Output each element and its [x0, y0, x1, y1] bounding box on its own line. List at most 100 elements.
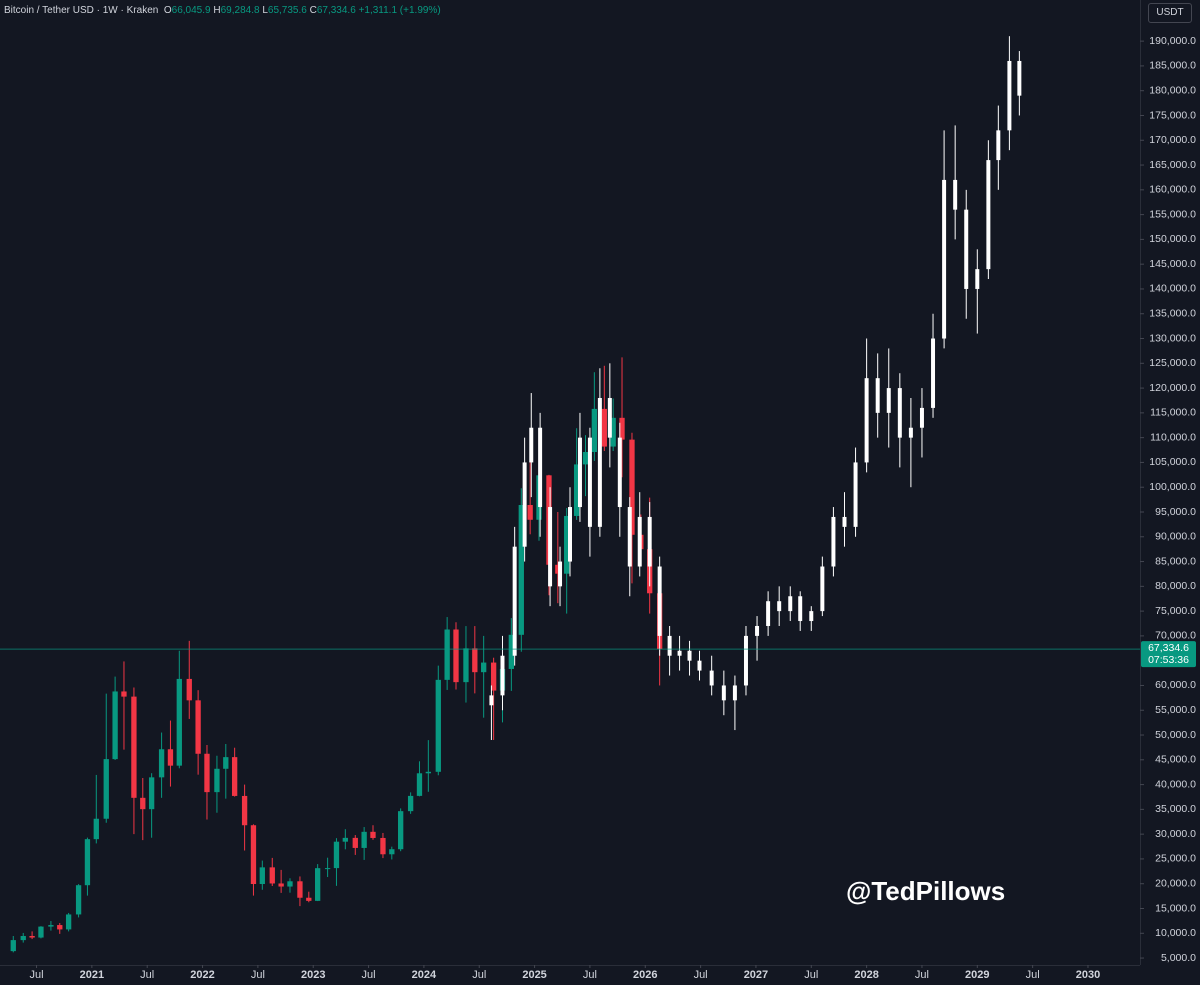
candle-body	[732, 685, 737, 701]
candle-body	[489, 695, 494, 706]
candle-body	[361, 831, 367, 848]
candle-body	[721, 685, 726, 701]
candle-body	[996, 130, 1001, 161]
candle-body	[121, 691, 127, 697]
candle-body	[352, 837, 358, 848]
candle-body	[508, 634, 514, 669]
candle-body	[223, 757, 229, 769]
candle-body	[186, 678, 192, 701]
candle-body	[214, 768, 220, 793]
candle-body	[766, 601, 771, 626]
x-tick-label: Jul	[804, 969, 818, 981]
candle-body	[259, 867, 265, 885]
candle-body	[875, 378, 880, 413]
candle-body	[601, 408, 607, 447]
y-tick-label: 75,000.0	[1155, 605, 1196, 617]
candle-body	[472, 648, 478, 673]
ohlc-value: 65,735.6	[267, 5, 307, 16]
candle-body	[75, 885, 82, 915]
y-tick-label: 190,000.0	[1149, 35, 1196, 47]
candle-body	[831, 516, 836, 567]
candle-body	[610, 417, 616, 447]
y-tick-label: 115,000.0	[1150, 407, 1196, 419]
y-tick-label: 170,000.0	[1149, 134, 1196, 146]
y-tick-label: 155,000.0	[1149, 208, 1196, 220]
candle-body	[490, 662, 497, 691]
candle-body	[10, 940, 16, 952]
candle-body	[919, 407, 924, 428]
candle-body	[743, 635, 748, 686]
x-tick-label: 2028	[854, 969, 878, 981]
y-tick-label: 55,000.0	[1155, 704, 1196, 716]
candle-body	[558, 561, 563, 587]
candle-body	[522, 462, 527, 547]
candle-body	[407, 795, 414, 812]
candle-body	[38, 926, 44, 938]
y-tick-label: 110,000.0	[1150, 431, 1196, 443]
candle-body	[886, 388, 891, 413]
x-tick-label: 2023	[301, 969, 325, 981]
candle-body	[529, 427, 534, 463]
x-tick-label: 2021	[80, 969, 104, 981]
candle-body	[306, 897, 312, 901]
x-tick-label: 2030	[1076, 969, 1100, 981]
y-tick-label: 90,000.0	[1155, 531, 1196, 543]
candle-body	[20, 936, 26, 941]
candle-body	[897, 388, 902, 438]
candle-body	[269, 867, 275, 884]
candle-body	[389, 849, 395, 855]
candle-body	[629, 439, 635, 535]
candle-body	[582, 452, 589, 465]
y-tick-label: 10,000.0	[1155, 927, 1196, 939]
candle-body	[709, 670, 714, 686]
candle-body	[986, 160, 991, 270]
candle-body	[176, 678, 182, 766]
candle-body	[140, 797, 146, 810]
candle-body	[591, 408, 598, 453]
candle-body	[333, 841, 340, 869]
candle-body	[953, 179, 958, 210]
candle-body	[425, 771, 431, 774]
candle-body	[657, 566, 662, 636]
x-tick-label: Jul	[472, 969, 486, 981]
candle-body	[555, 564, 561, 574]
bar-countdown: 07:53:36	[1148, 654, 1189, 666]
candle-body	[93, 818, 99, 840]
candle-body	[667, 635, 672, 656]
x-tick-label: Jul	[1026, 969, 1040, 981]
candle-body	[777, 601, 782, 612]
candle-body	[597, 397, 602, 527]
watermark: @TedPillows	[846, 876, 1006, 906]
candle-body	[548, 507, 553, 587]
candle-body	[964, 209, 969, 289]
y-tick-label: 70,000.0	[1155, 630, 1196, 642]
candle-body	[1007, 60, 1012, 131]
candle-body	[538, 427, 543, 508]
candle-body	[103, 759, 109, 819]
y-tick-label: 180,000.0	[1149, 84, 1196, 96]
candle-body	[131, 696, 137, 798]
y-tick-label: 60,000.0	[1155, 679, 1196, 691]
x-tick-label: Jul	[915, 969, 929, 981]
candle-body	[463, 648, 469, 683]
y-tick-label: 35,000.0	[1155, 803, 1196, 815]
last-price-label: 67,334.6	[1148, 642, 1189, 654]
candle-body	[527, 505, 533, 520]
candle-body	[342, 837, 348, 842]
currency-button[interactable]: USDT	[1148, 3, 1192, 23]
candle-body	[314, 868, 321, 901]
x-tick-label: Jul	[140, 969, 154, 981]
candle-body	[500, 655, 505, 696]
candle-body	[158, 749, 165, 778]
candle-body	[788, 596, 793, 612]
candle-body	[250, 825, 257, 885]
candle-body	[324, 868, 331, 870]
y-tick-label: 135,000.0	[1149, 308, 1196, 320]
x-tick-label: 2026	[633, 969, 657, 981]
y-tick-label: 5,000.0	[1161, 952, 1196, 964]
candle-body	[112, 691, 118, 760]
y-tick-label: 150,000.0	[1149, 233, 1196, 245]
y-tick-label: 30,000.0	[1155, 828, 1196, 840]
candle-body	[512, 546, 517, 656]
